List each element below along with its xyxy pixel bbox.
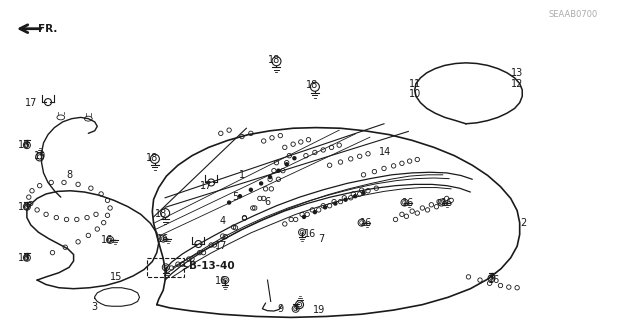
Text: 16: 16 <box>214 276 227 286</box>
Text: 16: 16 <box>18 253 31 263</box>
Text: 4: 4 <box>220 216 226 226</box>
Text: 16: 16 <box>440 197 453 208</box>
Circle shape <box>269 175 271 179</box>
Text: 16: 16 <box>402 197 415 208</box>
Text: 18: 18 <box>306 80 319 91</box>
Text: 7: 7 <box>318 234 324 244</box>
Circle shape <box>285 163 288 166</box>
Text: 18: 18 <box>155 209 168 219</box>
Text: 16: 16 <box>304 228 317 239</box>
Circle shape <box>250 188 252 191</box>
Text: 16: 16 <box>360 218 372 228</box>
Circle shape <box>362 191 365 195</box>
Text: 13: 13 <box>511 68 524 78</box>
Circle shape <box>324 206 326 209</box>
Text: 11: 11 <box>408 78 421 89</box>
Text: 19: 19 <box>312 305 325 315</box>
Circle shape <box>334 202 337 205</box>
Text: FR.: FR. <box>38 24 58 34</box>
Text: 16: 16 <box>18 140 31 150</box>
Text: 18: 18 <box>146 153 159 163</box>
Text: 10: 10 <box>408 89 421 99</box>
Circle shape <box>260 182 262 185</box>
Text: 2: 2 <box>520 218 527 228</box>
Text: 16: 16 <box>101 235 114 245</box>
Text: 12: 12 <box>511 78 524 89</box>
Text: 3: 3 <box>92 302 98 312</box>
Bar <box>147 258 184 277</box>
Text: 16: 16 <box>18 202 31 212</box>
Text: 14: 14 <box>379 146 392 157</box>
Text: 16: 16 <box>488 275 500 285</box>
Text: B-13-40: B-13-40 <box>189 261 234 271</box>
Text: 16: 16 <box>157 234 170 244</box>
Text: 17: 17 <box>24 98 37 108</box>
Text: 1: 1 <box>239 170 245 180</box>
Circle shape <box>228 201 230 204</box>
Text: 17: 17 <box>200 181 212 191</box>
Text: 17: 17 <box>214 241 227 251</box>
Text: 5: 5 <box>232 192 239 202</box>
Text: 18: 18 <box>268 55 280 65</box>
Circle shape <box>344 198 347 201</box>
Circle shape <box>354 195 356 198</box>
Circle shape <box>293 157 296 160</box>
Text: 6: 6 <box>264 197 271 207</box>
Text: SEAAB0700: SEAAB0700 <box>548 10 597 19</box>
Circle shape <box>239 195 241 198</box>
Circle shape <box>277 169 280 172</box>
Circle shape <box>303 215 305 219</box>
Text: 15: 15 <box>110 272 123 282</box>
Text: 8: 8 <box>66 170 72 180</box>
Circle shape <box>314 211 316 214</box>
Text: 19: 19 <box>33 151 46 161</box>
Text: 9: 9 <box>277 304 284 314</box>
